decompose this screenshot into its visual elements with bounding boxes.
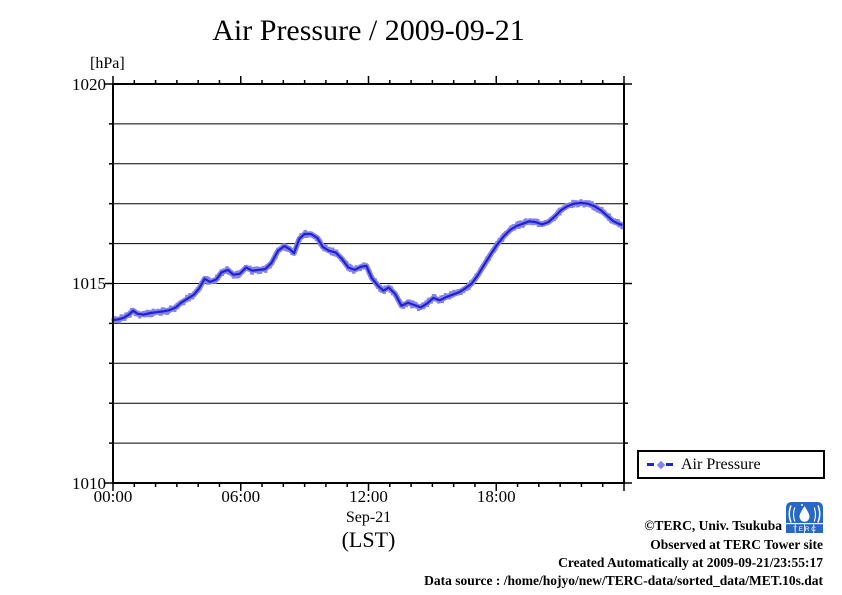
legend-line-sample-dash: [666, 463, 673, 466]
x-axis-timezone-label: (LST): [341, 527, 396, 552]
legend-series-label: Air Pressure: [681, 455, 761, 473]
pressure-line: [112, 201, 623, 322]
credit-copyright: ©TERC, Univ. Tsukuba: [644, 518, 782, 533]
credit-observed-site: Observed at TERC Tower site: [650, 537, 823, 552]
credit-data-source-path: Data source : /home/hojyo/new/TERC-data/…: [424, 573, 823, 588]
x-tick-label-00:00: 00:00: [93, 487, 133, 506]
water-drop-icon: [799, 506, 810, 522]
x-tick-label-12:00: 12:00: [349, 487, 388, 506]
credit-created-timestamp: Created Automatically at 2009-09-21/23:5…: [558, 555, 823, 570]
x-tick-label-18:00: 18:00: [476, 487, 516, 506]
legend-marker-sample-icon: [656, 460, 666, 469]
logo-letters: T E R C: [793, 526, 816, 533]
x-axis-date-label: Sep-21: [345, 509, 392, 526]
y-tick-label-1020: 1020: [72, 74, 106, 94]
x-tick-label-06:00: 06:00: [221, 487, 261, 506]
y-tick-label-1015: 1015: [72, 274, 106, 293]
chart-title: Air Pressure / 2009-09-21: [212, 14, 525, 47]
legend: Air Pressure: [637, 450, 825, 479]
terc-logo-icon: T E R C: [786, 502, 823, 533]
y-axis-unit-label: [hPa]: [90, 55, 125, 72]
y-tick-label-1010: 1010: [72, 473, 106, 493]
legend-line-sample-dash: [647, 463, 654, 466]
